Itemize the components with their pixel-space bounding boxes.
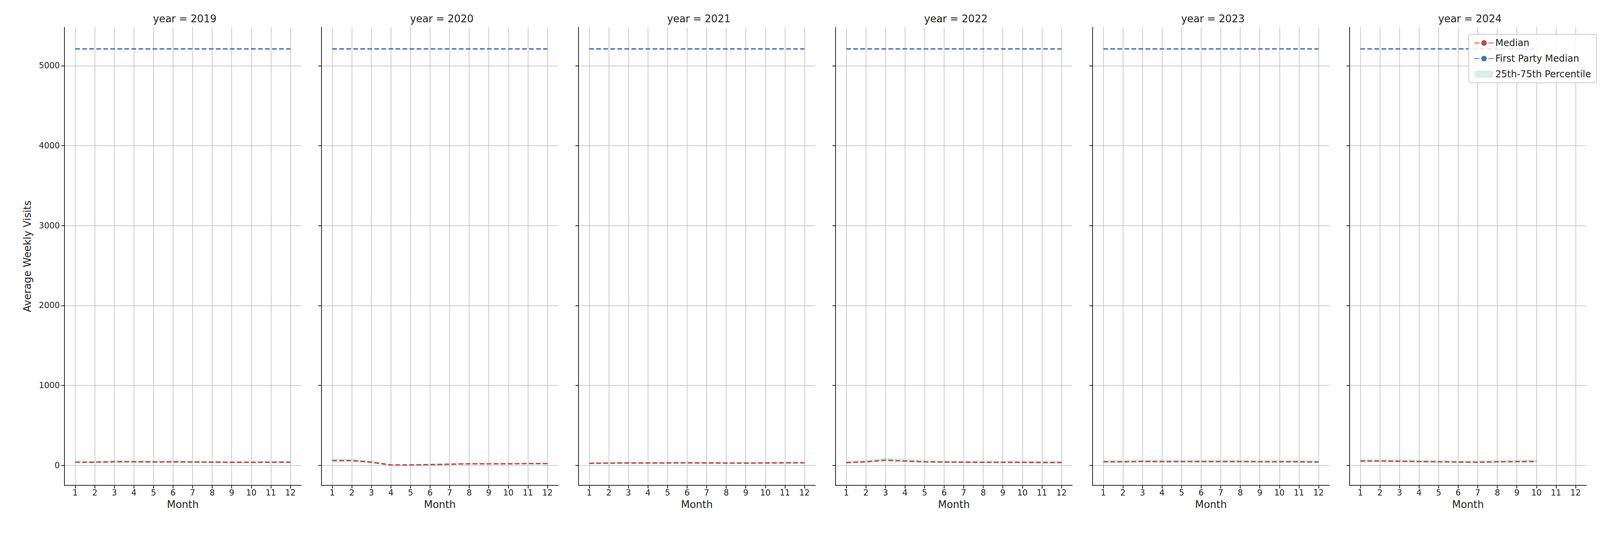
- svg-text:7: 7: [446, 488, 452, 498]
- svg-text:10: 10: [760, 488, 771, 498]
- svg-text:6: 6: [170, 488, 176, 498]
- svg-text:Average Weekly Visits: Average Weekly Visits: [21, 200, 34, 313]
- svg-text:11: 11: [265, 488, 277, 498]
- svg-text:2: 2: [606, 488, 612, 498]
- svg-text:7: 7: [960, 488, 967, 498]
- svg-text:6: 6: [427, 488, 433, 498]
- svg-text:4: 4: [902, 488, 908, 498]
- svg-text:12: 12: [285, 488, 296, 498]
- svg-text:4000: 4000: [39, 141, 60, 151]
- svg-text:8: 8: [1237, 488, 1243, 498]
- svg-text:5000: 5000: [39, 60, 60, 71]
- svg-text:3: 3: [1396, 488, 1402, 498]
- svg-text:9: 9: [229, 488, 235, 498]
- svg-text:4: 4: [1416, 488, 1422, 498]
- svg-text:1: 1: [586, 488, 592, 498]
- svg-text:2: 2: [349, 488, 355, 498]
- svg-text:year = 2023: year = 2023: [1181, 12, 1245, 25]
- svg-text:0: 0: [54, 460, 60, 471]
- svg-text:12: 12: [799, 488, 810, 498]
- svg-text:4: 4: [1159, 488, 1165, 498]
- svg-text:12: 12: [1313, 488, 1324, 498]
- svg-text:Month: Month: [680, 498, 713, 511]
- svg-text:year = 2022: year = 2022: [924, 12, 988, 25]
- svg-text:4: 4: [131, 488, 137, 498]
- svg-text:3: 3: [368, 488, 374, 498]
- svg-text:4: 4: [645, 488, 651, 498]
- svg-text:8: 8: [209, 488, 215, 498]
- svg-text:6: 6: [941, 488, 947, 498]
- svg-text:7: 7: [189, 488, 195, 498]
- svg-text:3: 3: [1139, 488, 1145, 498]
- svg-text:6: 6: [684, 488, 690, 498]
- svg-text:2: 2: [863, 488, 869, 498]
- svg-text:3: 3: [882, 488, 888, 498]
- svg-text:8: 8: [1494, 488, 1500, 498]
- svg-text:6: 6: [1455, 488, 1461, 498]
- svg-text:11: 11: [1550, 488, 1562, 498]
- svg-text:11: 11: [1036, 488, 1048, 498]
- svg-text:5: 5: [150, 488, 156, 498]
- svg-text:8: 8: [980, 488, 986, 498]
- svg-text:2: 2: [1120, 488, 1126, 498]
- svg-text:Median: Median: [1495, 37, 1530, 49]
- svg-text:25th-75th Percentile: 25th-75th Percentile: [1495, 68, 1592, 80]
- svg-text:11: 11: [779, 488, 791, 498]
- svg-text:7: 7: [1475, 488, 1481, 498]
- svg-text:year = 2019: year = 2019: [153, 12, 217, 25]
- svg-text:1000: 1000: [39, 380, 60, 391]
- svg-text:4: 4: [388, 488, 394, 498]
- svg-text:11: 11: [522, 488, 534, 498]
- svg-text:5: 5: [407, 488, 413, 498]
- svg-text:10: 10: [1017, 488, 1028, 498]
- svg-text:1: 1: [1357, 488, 1363, 498]
- svg-text:12: 12: [1056, 488, 1067, 498]
- svg-text:Month: Month: [1194, 498, 1227, 511]
- svg-text:year = 2020: year = 2020: [410, 12, 474, 25]
- svg-text:9: 9: [486, 488, 492, 498]
- svg-text:3000: 3000: [39, 221, 60, 231]
- svg-text:3: 3: [625, 488, 631, 498]
- svg-text:2: 2: [1377, 488, 1383, 498]
- svg-text:8: 8: [466, 488, 472, 498]
- svg-text:5: 5: [1435, 488, 1442, 498]
- svg-text:10: 10: [503, 488, 514, 498]
- svg-text:year = 2021: year = 2021: [667, 12, 731, 25]
- svg-text:5: 5: [664, 488, 670, 498]
- svg-text:12: 12: [1570, 488, 1581, 498]
- svg-text:7: 7: [703, 488, 709, 498]
- svg-text:6: 6: [1198, 488, 1204, 498]
- svg-text:1: 1: [843, 488, 849, 498]
- svg-text:Month: Month: [166, 498, 199, 511]
- svg-text:Month: Month: [937, 498, 970, 511]
- svg-text:year = 2024: year = 2024: [1438, 12, 1502, 25]
- svg-text:First Party Median: First Party Median: [1495, 53, 1580, 65]
- svg-text:Month: Month: [1451, 498, 1484, 511]
- svg-text:9: 9: [1514, 488, 1520, 498]
- svg-text:3: 3: [111, 488, 117, 498]
- svg-text:10: 10: [1274, 488, 1285, 498]
- svg-text:5: 5: [921, 488, 927, 498]
- svg-text:2: 2: [92, 488, 98, 498]
- svg-text:9: 9: [1257, 488, 1263, 498]
- svg-text:10: 10: [1531, 488, 1542, 498]
- svg-text:10: 10: [246, 488, 257, 498]
- svg-text:12: 12: [542, 488, 553, 498]
- svg-text:1: 1: [1100, 488, 1106, 498]
- svg-text:2000: 2000: [39, 300, 60, 311]
- svg-text:9: 9: [743, 488, 749, 498]
- svg-text:5: 5: [1178, 488, 1184, 498]
- svg-text:8: 8: [723, 488, 729, 498]
- svg-text:9: 9: [1000, 488, 1006, 498]
- svg-text:11: 11: [1293, 488, 1305, 498]
- svg-text:7: 7: [1217, 488, 1224, 498]
- svg-text:1: 1: [329, 488, 335, 498]
- svg-text:Month: Month: [423, 498, 456, 511]
- svg-text:1: 1: [72, 488, 78, 498]
